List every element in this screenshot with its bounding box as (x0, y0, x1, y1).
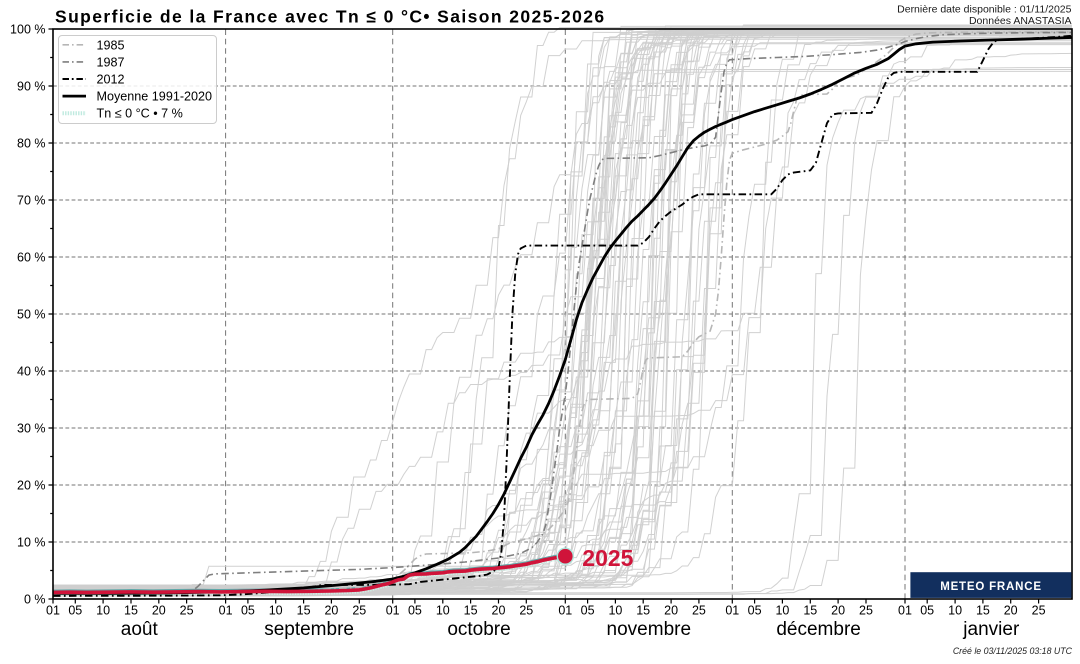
svg-text:50 %: 50 % (17, 307, 46, 321)
svg-text:2012: 2012 (97, 73, 125, 87)
svg-text:octobre: octobre (447, 619, 510, 640)
svg-text:20 %: 20 % (17, 478, 46, 492)
svg-text:1987: 1987 (97, 55, 125, 69)
svg-text:05: 05 (241, 604, 255, 618)
svg-text:Données ANASTASIA: Données ANASTASIA (969, 15, 1072, 27)
svg-text:20: 20 (1004, 604, 1018, 618)
svg-text:Moyenne 1991-2020: Moyenne 1991-2020 (97, 90, 213, 104)
svg-text:novembre: novembre (607, 619, 692, 640)
svg-text:80 %: 80 % (17, 136, 46, 150)
svg-text:25: 25 (859, 604, 873, 618)
svg-text:20: 20 (492, 604, 506, 618)
svg-text:25: 25 (352, 604, 366, 618)
svg-text:10: 10 (96, 604, 110, 618)
svg-text:25: 25 (180, 604, 194, 618)
svg-text:1985: 1985 (97, 38, 125, 52)
svg-text:15: 15 (297, 604, 311, 618)
svg-text:05: 05 (748, 604, 762, 618)
svg-text:70 %: 70 % (17, 193, 46, 207)
svg-text:15: 15 (803, 604, 817, 618)
svg-text:septembre: septembre (264, 619, 354, 640)
svg-text:décembre: décembre (776, 619, 861, 640)
svg-text:août: août (121, 619, 159, 640)
svg-text:2025: 2025 (582, 545, 633, 571)
svg-text:20: 20 (324, 604, 338, 618)
svg-text:Superficie de la France avec T: Superficie de la France avec Tn ≤ 0 °C• … (55, 7, 606, 27)
svg-text:01: 01 (219, 604, 233, 618)
svg-text:10: 10 (775, 604, 789, 618)
svg-text:01: 01 (898, 604, 912, 618)
svg-text:60 %: 60 % (17, 250, 46, 264)
svg-text:100 %: 100 % (10, 22, 45, 36)
svg-text:10: 10 (948, 604, 962, 618)
svg-text:01: 01 (46, 604, 60, 618)
svg-text:15: 15 (464, 604, 478, 618)
svg-text:05: 05 (68, 604, 82, 618)
svg-text:15: 15 (976, 604, 990, 618)
svg-text:METEO FRANCE: METEO FRANCE (940, 581, 1042, 593)
svg-text:05: 05 (581, 604, 595, 618)
svg-text:Tn ≤ 0 °C • 7 %: Tn ≤ 0 °C • 7 % (97, 107, 183, 121)
svg-text:01: 01 (386, 604, 400, 618)
svg-text:30 %: 30 % (17, 421, 46, 435)
svg-text:05: 05 (408, 604, 422, 618)
svg-text:10: 10 (269, 604, 283, 618)
svg-text:01: 01 (725, 604, 739, 618)
svg-text:10: 10 (436, 604, 450, 618)
svg-text:20: 20 (152, 604, 166, 618)
svg-text:Dernière date disponible : 01/: Dernière date disponible : 01/11/2025 (897, 4, 1072, 16)
svg-text:15: 15 (636, 604, 650, 618)
svg-text:10: 10 (608, 604, 622, 618)
svg-text:10 %: 10 % (17, 535, 46, 549)
svg-text:25: 25 (692, 604, 706, 618)
svg-text:01: 01 (558, 604, 572, 618)
svg-text:90 %: 90 % (17, 79, 46, 93)
svg-text:40 %: 40 % (17, 364, 46, 378)
svg-text:25: 25 (1032, 604, 1046, 618)
svg-text:25: 25 (519, 604, 533, 618)
svg-text:janvier: janvier (962, 619, 1020, 640)
svg-text:Créé le 03/11/2025 03:18 UTC: Créé le 03/11/2025 03:18 UTC (953, 646, 1073, 656)
svg-text:0 %: 0 % (24, 592, 46, 606)
svg-text:05: 05 (920, 604, 934, 618)
svg-text:20: 20 (664, 604, 678, 618)
svg-text:15: 15 (124, 604, 138, 618)
svg-text:20: 20 (831, 604, 845, 618)
